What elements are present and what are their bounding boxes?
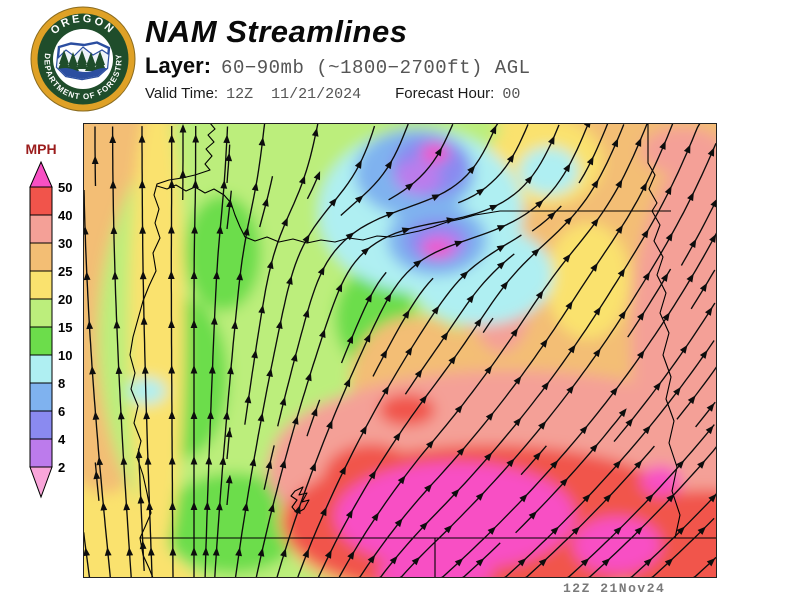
svg-text:10: 10 bbox=[58, 348, 72, 363]
svg-text:30: 30 bbox=[58, 236, 72, 251]
state-borders bbox=[129, 123, 717, 578]
page-title: NAM Streamlines bbox=[145, 14, 408, 49]
forecast-hour-label: Forecast Hour: bbox=[395, 84, 495, 102]
svg-text:8: 8 bbox=[58, 376, 65, 391]
wind-speed-legend: MPH 50 40 30 25 20 15 10 8 6 4 2 bbox=[18, 138, 104, 510]
valid-time-line: Valid Time: 12Z 11/21/2024 Forecast Hour… bbox=[145, 85, 531, 103]
map-canvas bbox=[83, 123, 717, 578]
odf-logo: OREGON DEPARTMENT OF FORESTRY bbox=[30, 6, 136, 112]
svg-text:2: 2 bbox=[58, 460, 65, 475]
svg-text:20: 20 bbox=[58, 292, 72, 307]
streamline-map bbox=[83, 123, 717, 578]
trees-icon bbox=[58, 50, 106, 71]
svg-text:50: 50 bbox=[58, 180, 72, 195]
map-frame bbox=[83, 123, 717, 578]
map-timestamp: 12Z 21Nov24 bbox=[563, 581, 666, 596]
logo-emblem bbox=[55, 41, 111, 81]
layer-value: 60−90mb (~1800−2700ft) AGL bbox=[221, 56, 531, 79]
legend-scale: MPH 50 40 30 25 20 15 10 8 6 4 2 bbox=[25, 141, 72, 499]
valid-time-value: 12Z 11/21/2024 bbox=[226, 85, 362, 103]
svg-text:40: 40 bbox=[58, 208, 72, 223]
svg-text:15: 15 bbox=[58, 320, 72, 335]
speed-field bbox=[83, 123, 717, 578]
svg-text:6: 6 bbox=[58, 404, 65, 419]
header: NAM Streamlines Layer: 60−90mb (~1800−27… bbox=[145, 14, 531, 103]
svg-text:4: 4 bbox=[58, 432, 66, 447]
layer-line: Layer: 60−90mb (~1800−2700ft) AGL bbox=[145, 53, 531, 79]
svg-text:25: 25 bbox=[58, 264, 72, 279]
layer-label: Layer: bbox=[145, 52, 212, 78]
forecast-hour-value: 00 bbox=[502, 85, 521, 103]
svg-text:MPH: MPH bbox=[25, 141, 56, 157]
valid-time-label: Valid Time: bbox=[145, 84, 219, 102]
